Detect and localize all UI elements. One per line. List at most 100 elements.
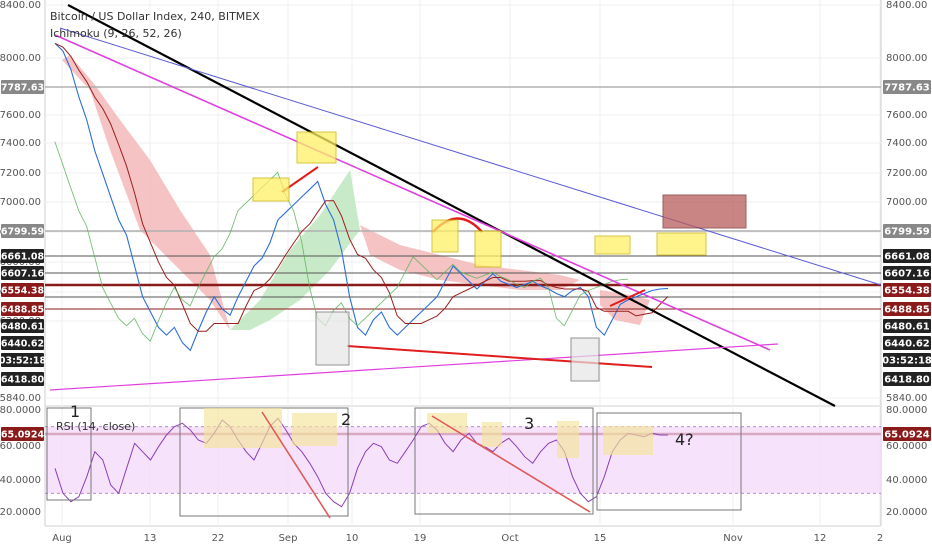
x-tick-label: Sep <box>279 533 298 544</box>
annotation-4: 4? <box>675 430 694 449</box>
x-tick-label: 15 <box>594 533 607 544</box>
price-label-right: 6799.59 <box>884 227 930 238</box>
price-label-box-left <box>1 319 44 333</box>
price-label-box-left <box>1 372 44 386</box>
price-label-box-left <box>1 283 44 297</box>
rsi-tick-left: 80.0000 <box>0 405 41 416</box>
chart-title: Bitcoin / US Dollar Index, 240, BITMEX <box>50 10 260 23</box>
price-label-box-left <box>1 336 44 350</box>
price-label-box-right <box>883 283 931 297</box>
price-label-box-left <box>1 302 44 316</box>
x-tick-label: 10 <box>346 533 359 544</box>
price-label-left: 6607.16 <box>1 269 45 280</box>
y-tick-left: 8000.00 <box>0 53 41 64</box>
rsi-tick-right: 40.0000 <box>886 475 927 486</box>
yellow-box-2 <box>431 219 459 253</box>
price-label-box-right <box>883 319 931 333</box>
rsi-yellow-box-1 <box>292 413 337 446</box>
annotation-1: 1 <box>70 402 81 421</box>
red-short-line <box>609 289 646 307</box>
x-tick-label: Aug <box>52 533 72 544</box>
title-text: Bitcoin / US Dollar Index, 240, BITMEX <box>50 10 260 23</box>
rsi-tick-right: 20.0000 <box>886 507 927 518</box>
price-label-box-left <box>1 266 44 280</box>
rsi-tick-left: 40.0000 <box>0 475 41 486</box>
price-label-box-right <box>883 80 931 94</box>
cloud-green-1 <box>230 170 360 330</box>
y-tick-right: 8400.00 <box>886 0 927 11</box>
rsi-arrow-1 <box>261 411 331 519</box>
price-label-right: 03:52:18 <box>882 356 932 367</box>
gray-box-1 <box>315 311 350 366</box>
x-tick-label: 13 <box>144 533 157 544</box>
rsi-label-right: 65.0924 <box>884 430 930 441</box>
ichimoku-cloud <box>62 55 650 330</box>
rsi-tick-left: 20.0000 <box>0 507 41 518</box>
price-label-box-right <box>883 266 931 280</box>
price-label-box-left <box>1 224 44 238</box>
rsi-arrow-2 <box>431 415 591 513</box>
x-tick-label: 2 <box>877 533 883 544</box>
blue-trendline <box>59 27 882 286</box>
price-label-box-right <box>883 302 931 316</box>
price-label-right: 6480.61 <box>884 322 930 333</box>
price-label-left: 6480.61 <box>1 322 44 333</box>
x-tick-label: Nov <box>723 533 743 544</box>
price-label-box-right <box>883 249 931 263</box>
y-tick-left: 5840.00 <box>0 393 41 404</box>
rsi-yellow-box-4 <box>557 421 579 458</box>
price-label-left: 6440.62 <box>1 339 44 350</box>
price-label-left: 03:52:18 <box>0 356 47 367</box>
y-tick-right: 7200.00 <box>886 168 927 179</box>
y-tick-left: 8400.00 <box>0 0 41 11</box>
price-label-left: 6418.80 <box>1 375 45 386</box>
price-label-right: 6440.62 <box>884 339 930 350</box>
x-tick-label: 19 <box>414 533 427 544</box>
yellow-box-1 <box>296 131 337 164</box>
price-label-left: 6554.38 <box>1 286 45 297</box>
price-label-box-right <box>883 224 931 238</box>
drawings <box>49 4 882 407</box>
y-tick-right: 8000.00 <box>886 53 927 64</box>
price-label-box-right <box>883 372 931 386</box>
rsi-band <box>45 426 881 494</box>
rsi-tick-right: 80.0000 <box>886 405 927 416</box>
target-box <box>662 194 747 229</box>
rsi-label: RSI (14, close) <box>56 420 135 433</box>
rsi-frame-2 <box>414 407 594 515</box>
price-label-box-right <box>883 336 931 350</box>
magenta-trendline-lower <box>49 343 779 391</box>
y-tick-left: 7600.00 <box>0 110 41 121</box>
y-tick-right: 7000.00 <box>886 197 927 208</box>
price-label-box-left <box>1 249 44 263</box>
annotation-3: 3 <box>524 414 535 433</box>
yellow-box-3 <box>474 230 502 268</box>
price-label-right: 6661.08 <box>884 252 930 263</box>
magenta-trendline-upper <box>54 34 771 351</box>
price-label-right: 6554.38 <box>884 286 930 297</box>
y-tick-left: 7000.00 <box>0 197 41 208</box>
indicator-label: Ichimoku (9, 26, 52, 26) <box>50 27 182 40</box>
price-label-right: 7787.63 <box>884 83 930 94</box>
price-label-left: 7787.63 <box>1 83 44 94</box>
y-tick-right: 5840.00 <box>886 393 927 404</box>
kijun-line <box>54 42 669 332</box>
price-label-left: 6661.08 <box>1 252 45 263</box>
y-tick-right: 7600.00 <box>886 110 927 121</box>
cloud-red-2 <box>360 225 580 290</box>
indicator-text: Ichimoku (9, 26, 52, 26) <box>50 27 182 40</box>
rsi-frame-0 <box>46 407 92 501</box>
price-labels: 7787.63 7787.63 6799.59 6799.59 6661.08 6661.… <box>0 80 932 441</box>
price-label-box-left <box>1 80 44 94</box>
rsi-frame-3 <box>596 412 742 511</box>
price-label-box-right <box>883 353 931 367</box>
x-tick-label: 22 <box>212 533 225 544</box>
rsi-tick-right: 60.0000 <box>886 441 927 452</box>
cloud-red-1 <box>62 55 230 330</box>
rsi-label-box-right <box>883 427 931 441</box>
chikou-line <box>54 141 629 342</box>
series <box>54 42 669 352</box>
cloud-red-3 <box>600 290 650 325</box>
price-label-right: 6418.80 <box>884 375 930 386</box>
